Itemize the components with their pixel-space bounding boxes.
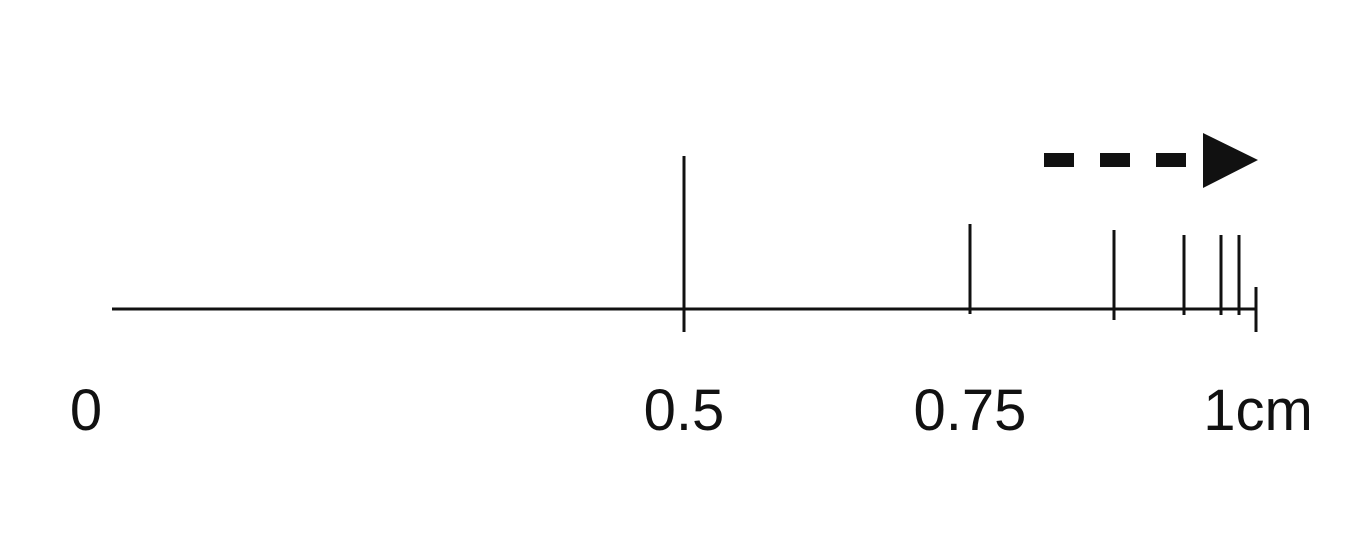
label-three-quarters: 0.75 bbox=[914, 378, 1027, 443]
tick-marks bbox=[682, 156, 1258, 332]
label-half: 0.5 bbox=[644, 378, 725, 443]
arrow-dash-2 bbox=[1100, 153, 1130, 167]
dashed-arrow-right-icon bbox=[1044, 133, 1258, 188]
arrow-head bbox=[1203, 133, 1258, 188]
arrow-dash-3 bbox=[1156, 153, 1186, 167]
arrow-dash-1 bbox=[1044, 153, 1074, 167]
label-zero: 0 bbox=[70, 378, 102, 443]
label-one-cm: 1cm bbox=[1203, 378, 1313, 443]
